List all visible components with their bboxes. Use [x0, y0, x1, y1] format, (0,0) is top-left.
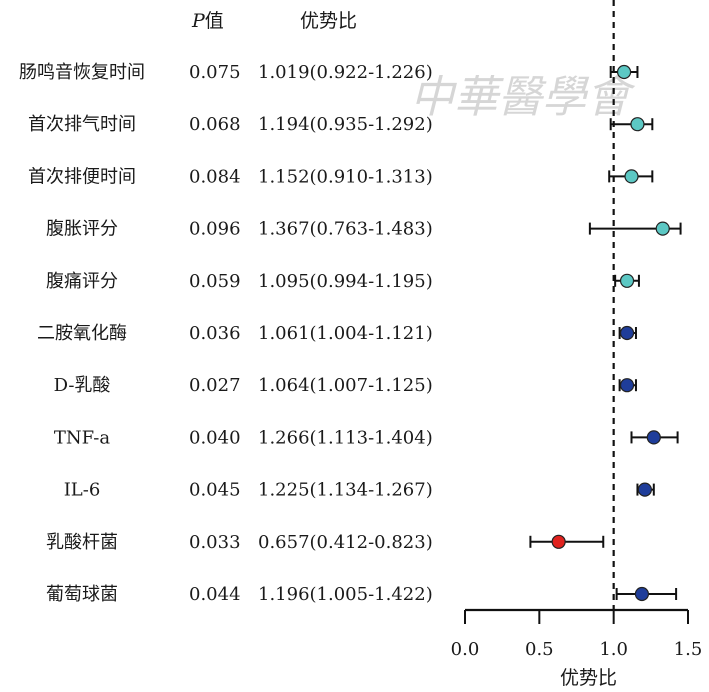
- row-label: 腹胀评分: [46, 219, 118, 240]
- point-estimate-marker: [619, 378, 635, 393]
- forest-row: 首次排气时间 0.068 1.194(0.935-1.292): [28, 114, 654, 135]
- p-value-header: P值: [191, 10, 224, 32]
- p-value: 0.045: [189, 480, 241, 501]
- odds-ratio-ci-text: 1.064(1.007-1.125): [258, 375, 433, 396]
- point-estimate-marker: [646, 430, 661, 445]
- odds-ratio-ci-text: 1.019(0.922-1.226): [258, 62, 433, 83]
- odds-ratio-header: 优势比: [300, 10, 357, 32]
- point-estimate-marker: [630, 117, 645, 132]
- p-value: 0.084: [189, 166, 241, 187]
- p-value: 0.096: [189, 219, 241, 240]
- odds-ratio-ci-text: 1.196(1.005-1.422): [258, 584, 433, 605]
- x-tick-label: 1.5: [674, 639, 703, 660]
- x-tick-label: 0.0: [451, 639, 480, 660]
- row-label: 肠鸣音恢复时间: [19, 62, 145, 83]
- p-value: 0.040: [189, 427, 241, 448]
- odds-ratio-ci-text: 1.152(0.910-1.313): [258, 166, 433, 187]
- point-estimate-marker: [637, 482, 652, 497]
- odds-ratio-ci-text: 1.225(1.134-1.267): [258, 480, 433, 501]
- point-estimate-marker: [551, 534, 566, 549]
- forest-row: 腹胀评分 0.096 1.367(0.763-1.483): [46, 219, 682, 240]
- x-axis: 0.0 0.5 1.0 1.5: [451, 608, 703, 660]
- p-value: 0.033: [189, 532, 241, 553]
- forest-row: IL-6 0.045 1.225(1.134-1.267): [64, 480, 655, 501]
- point-estimate-marker: [619, 325, 635, 341]
- p-value: 0.044: [189, 584, 241, 605]
- p-value: 0.036: [189, 323, 241, 344]
- odds-ratio-ci-text: 1.194(0.935-1.292): [258, 114, 433, 135]
- forest-row: 葡萄球菌 0.044 1.196(1.005-1.422): [46, 584, 678, 605]
- row-label: IL-6: [64, 480, 101, 501]
- row-label: 腹痛评分: [46, 271, 118, 292]
- forest-row: 肠鸣音恢复时间 0.075 1.019(0.922-1.226): [19, 62, 639, 83]
- row-label: 首次排气时间: [28, 114, 136, 135]
- row-label: 首次排便时间: [28, 166, 136, 187]
- forest-row: 首次排便时间 0.084 1.152(0.910-1.313): [28, 166, 654, 187]
- odds-ratio-ci-text: 1.095(0.994-1.195): [258, 271, 433, 292]
- p-value: 0.068: [189, 114, 241, 135]
- p-value-header-p: P: [191, 10, 206, 32]
- p-value: 0.027: [189, 375, 241, 396]
- point-estimate-marker: [624, 169, 639, 184]
- row-label: TNF-a: [54, 427, 111, 448]
- row-label: 葡萄球菌: [46, 584, 118, 605]
- forest-row: 腹痛评分 0.059 1.095(0.994-1.195): [46, 271, 640, 292]
- x-axis-title: 优势比: [560, 667, 617, 689]
- forest-row: D-乳酸 0.027 1.064(1.007-1.125): [54, 375, 637, 396]
- x-tick-label: 0.5: [525, 639, 554, 660]
- row-label: D-乳酸: [54, 375, 111, 396]
- watermark: 中華醫學會: [410, 72, 636, 123]
- point-estimate-marker: [655, 221, 670, 236]
- odds-ratio-ci-text: 1.266(1.113-1.404): [258, 427, 433, 448]
- forest-row: TNF-a 0.040 1.266(1.113-1.404): [54, 427, 679, 448]
- row-label: 乳酸杆菌: [46, 532, 118, 553]
- row-label: 二胺氧化酶: [37, 323, 127, 344]
- p-value: 0.075: [189, 62, 241, 83]
- point-estimate-marker: [634, 586, 650, 602]
- p-value: 0.059: [189, 271, 241, 292]
- p-value-header-suffix: 值: [205, 10, 224, 32]
- forest-row: 乳酸杆菌 0.033 0.657(0.412-0.823): [46, 532, 605, 553]
- forest-row: 二胺氧化酶 0.036 1.061(1.004-1.121): [37, 323, 637, 344]
- odds-ratio-ci-text: 1.061(1.004-1.121): [258, 323, 433, 344]
- x-tick-label: 1.0: [599, 639, 628, 660]
- odds-ratio-ci-text: 1.367(0.763-1.483): [258, 219, 433, 240]
- odds-ratio-ci-text: 0.657(0.412-0.823): [258, 532, 433, 553]
- point-estimate-marker: [619, 273, 635, 288]
- rows-group: 肠鸣音恢复时间 0.075 1.019(0.922-1.226) 首次排气时间 0.06…: [19, 62, 682, 605]
- point-estimate-marker: [616, 64, 632, 80]
